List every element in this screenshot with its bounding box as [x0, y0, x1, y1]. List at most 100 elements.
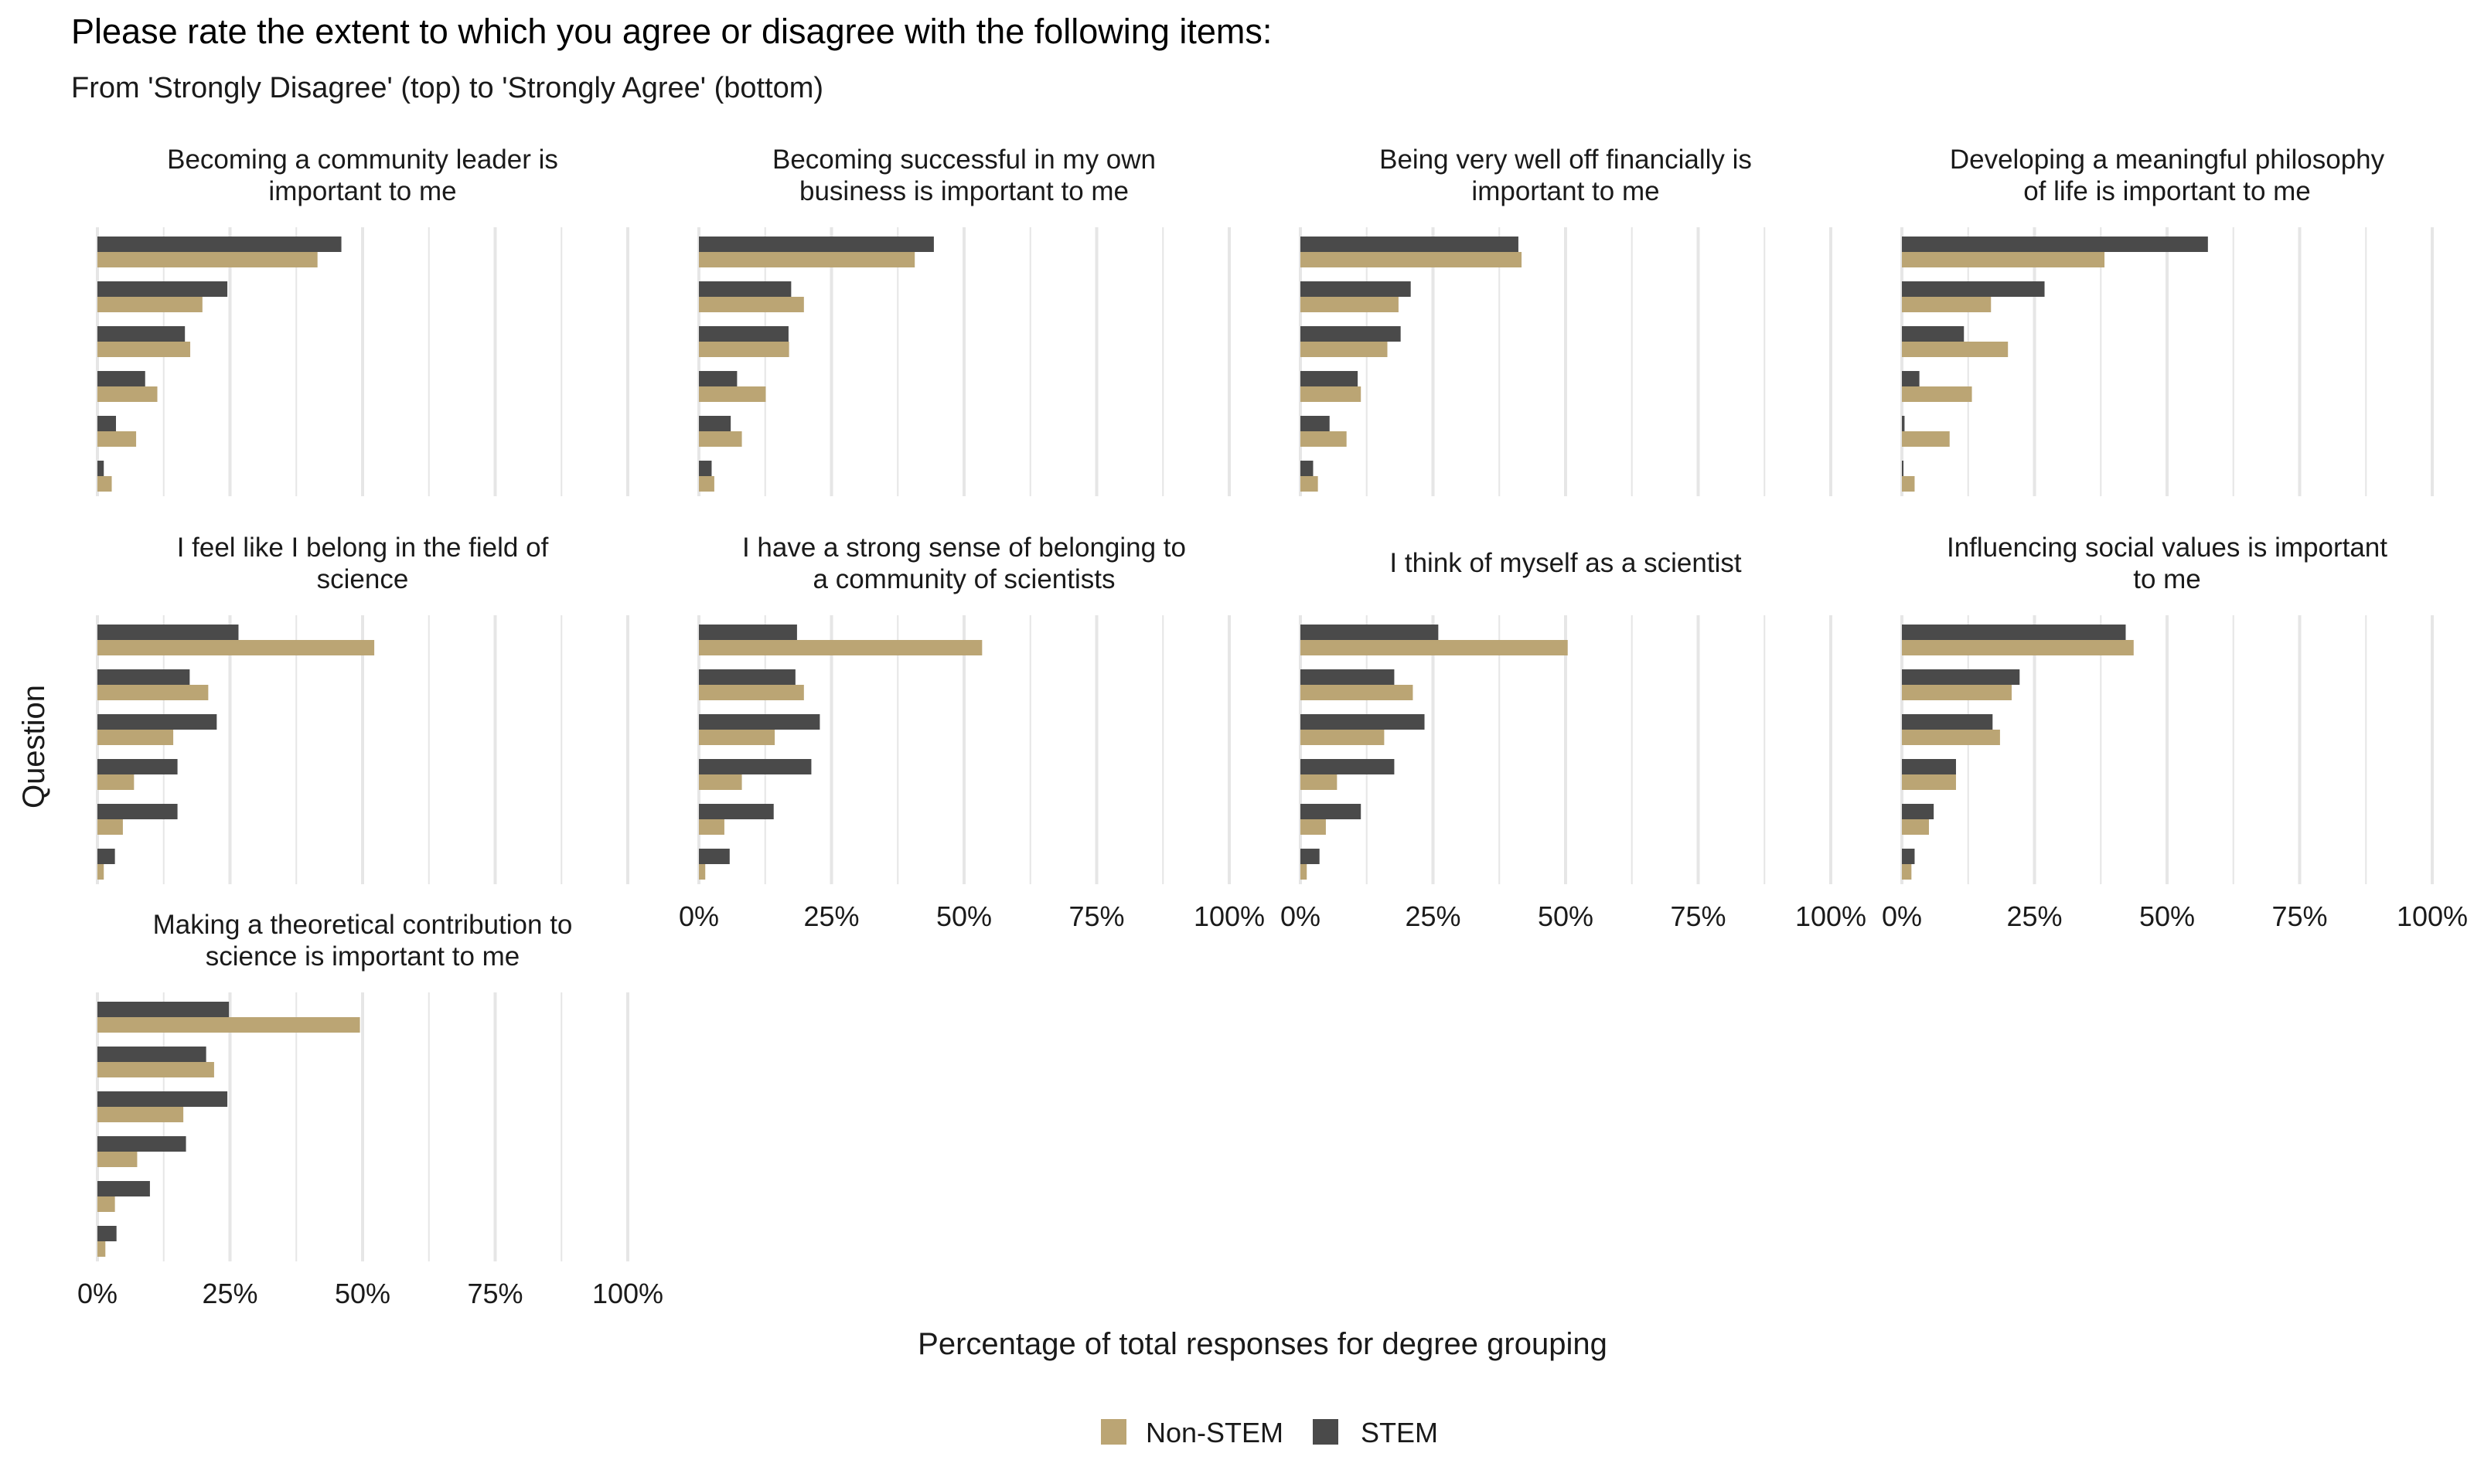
bar-stem: [97, 1047, 206, 1062]
bar-non-stem: [1902, 252, 2105, 267]
x-tick-label: 100%: [592, 1278, 663, 1309]
bar-stem: [1300, 804, 1361, 819]
panel-title-line: of life is important to me: [2023, 176, 2311, 206]
bar-stem: [699, 849, 730, 864]
facet-panel: I feel like I belong in the field ofscie…: [96, 533, 629, 884]
bar-stem: [97, 461, 104, 476]
x-tick-label: 25%: [803, 900, 859, 932]
chart-title: Please rate the extent to which you agre…: [71, 12, 1272, 51]
bar-stem: [1902, 237, 2208, 252]
bar-stem: [1902, 371, 1920, 386]
legend-label: Non-STEM: [1146, 1417, 1283, 1448]
bar-stem: [1300, 237, 1518, 252]
bar-stem: [699, 326, 789, 342]
bar-stem: [1902, 849, 1915, 864]
chart-panels: Becoming a community leader isimportant …: [77, 145, 2468, 1309]
bar-non-stem: [1300, 476, 1318, 492]
x-tick-label: 100%: [1194, 900, 1265, 932]
bar-non-stem: [1300, 386, 1361, 402]
bar-stem: [97, 1181, 150, 1196]
bar-non-stem: [1902, 431, 1950, 447]
legend-swatch: [1313, 1419, 1338, 1445]
bar-non-stem: [97, 685, 209, 700]
panel-title-line: science is important to me: [206, 941, 520, 972]
bar-stem: [97, 1091, 228, 1107]
bar-non-stem: [97, 1152, 138, 1167]
panel-title-line: Making a theoretical contribution to: [153, 910, 573, 940]
facet-panel: Being very well off financially isimport…: [1299, 145, 1832, 496]
bar-stem: [699, 714, 820, 730]
bar-stem: [699, 759, 812, 774]
bar-non-stem: [699, 730, 775, 745]
panel-title-line: Developing a meaningful philosophy: [1950, 145, 2385, 175]
bar-non-stem: [97, 297, 203, 312]
bar-stem: [1902, 416, 1905, 431]
bar-stem: [97, 237, 342, 252]
panel-title-line: I think of myself as a scientist: [1389, 548, 1741, 578]
panel-title-line: business is important to me: [799, 176, 1129, 206]
bar-stem: [1300, 759, 1395, 774]
bar-non-stem: [1300, 819, 1326, 835]
bar-non-stem: [97, 730, 174, 745]
bar-non-stem: [699, 386, 766, 402]
bar-non-stem: [97, 1196, 115, 1212]
bar-stem: [97, 371, 145, 386]
chart-subtitle: From 'Strongly Disagree' (top) to 'Stron…: [71, 72, 823, 104]
bar-stem: [97, 1002, 230, 1017]
bar-non-stem: [1902, 386, 1972, 402]
x-tick-label: 0%: [679, 900, 719, 932]
bar-stem: [699, 281, 792, 297]
bar-non-stem: [699, 819, 724, 835]
bar-stem: [1902, 759, 1956, 774]
bar-stem: [97, 1136, 186, 1152]
x-tick-label: 25%: [202, 1278, 257, 1309]
bar-stem: [699, 804, 774, 819]
bar-stem: [97, 281, 228, 297]
panel-title-line: Becoming successful in my own: [772, 145, 1156, 175]
bar-non-stem: [699, 431, 742, 447]
x-tick-label: 75%: [467, 1278, 523, 1309]
bar-stem: [97, 804, 178, 819]
bar-stem: [97, 669, 190, 685]
bar-stem: [699, 669, 796, 685]
bar-stem: [1300, 625, 1439, 640]
bar-non-stem: [699, 640, 983, 655]
legend-swatch: [1101, 1419, 1126, 1445]
bar-non-stem: [97, 640, 375, 655]
facet-panel: I think of myself as a scientist 0% 25% 50%…: [1280, 548, 1866, 932]
bar-non-stem: [97, 252, 318, 267]
bar-stem: [97, 625, 239, 640]
panel-title-line: I have a strong sense of belonging to: [742, 533, 1186, 563]
bar-non-stem: [1300, 297, 1399, 312]
bar-non-stem: [97, 819, 123, 835]
bar-stem: [1902, 326, 1965, 342]
bar-non-stem: [1300, 774, 1338, 790]
bar-stem: [1300, 326, 1401, 342]
bar-non-stem: [97, 774, 135, 790]
x-axis-title: Percentage of total responses for degree…: [918, 1327, 1607, 1361]
panel-title-line: I feel like I belong in the field of: [177, 533, 549, 563]
x-tick-label: 25%: [1405, 900, 1460, 932]
x-tick-label: 25%: [2006, 900, 2062, 932]
bar-non-stem: [1902, 342, 2009, 357]
x-tick-label: 75%: [1068, 900, 1124, 932]
bar-non-stem: [699, 864, 706, 880]
bar-stem: [1902, 669, 2020, 685]
bar-non-stem: [1300, 640, 1568, 655]
x-tick-label: 50%: [335, 1278, 390, 1309]
bar-non-stem: [97, 342, 191, 357]
bar-non-stem: [1902, 640, 2134, 655]
bar-stem: [1902, 804, 1934, 819]
bar-stem: [699, 237, 934, 252]
bar-non-stem: [699, 476, 714, 492]
bar-stem: [1300, 669, 1395, 685]
bar-non-stem: [1902, 476, 1915, 492]
bar-non-stem: [699, 252, 915, 267]
bar-stem: [97, 1226, 117, 1241]
facet-panel: I have a strong sense of belonging toa c…: [679, 533, 1265, 932]
bar-stem: [1902, 625, 2126, 640]
x-tick-label: 75%: [1670, 900, 1726, 932]
